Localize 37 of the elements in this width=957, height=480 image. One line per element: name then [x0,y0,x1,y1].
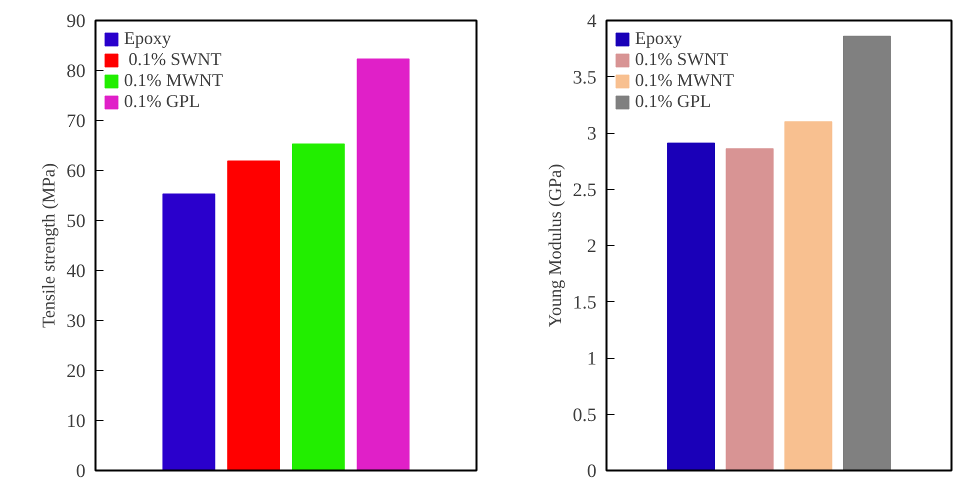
y-tick-label: 0 [587,461,596,480]
legend-label: Epoxy [124,28,171,49]
y-axis-title: Tensile strength (MPa) [38,163,58,328]
y-tick-label: 10 [66,411,86,432]
y-tick-label: 3.5 [572,67,596,88]
y-tick-label: 60 [66,161,86,182]
y-tick-label: 2.5 [572,180,596,201]
bar [784,121,832,470]
legend-label: 0.1% SWNT [128,49,222,70]
bar [292,144,345,470]
y-tick-label: 3 [587,124,596,144]
y-tick-label: 1 [587,348,596,370]
y-tick-label: 0 [76,461,86,480]
legend-label: 0.1% MWNT [124,70,223,91]
y-tick-label: 70 [66,111,86,132]
y-tick-label: 0.5 [572,404,596,426]
legend-label: 0.1% GPL [124,91,200,112]
y-tick-label: 80 [66,61,86,82]
legend-label: 0.1% MWNT [635,70,734,91]
y-tick-label: 40 [66,261,86,282]
legend-label: Epoxy [635,28,682,49]
bar [227,160,280,470]
y-tick-label: 90 [66,11,86,32]
y-tick-label: 2 [587,236,596,257]
y-tick-label: 30 [66,311,86,332]
bar [162,194,216,470]
y-tick-label: 1.5 [572,292,596,314]
y-tick-label: 50 [66,211,86,232]
bar [843,36,891,470]
legend-label: 0.1% SWNT [635,49,728,70]
y-tick-label: 4 [587,11,597,32]
bar [667,142,715,470]
bar [726,148,774,470]
y-tick-label: 20 [66,361,86,382]
legend-label: 0.1% GPL [635,91,711,112]
y-axis-title: Young Modulus (GPa) [544,164,565,328]
bar [356,58,410,470]
